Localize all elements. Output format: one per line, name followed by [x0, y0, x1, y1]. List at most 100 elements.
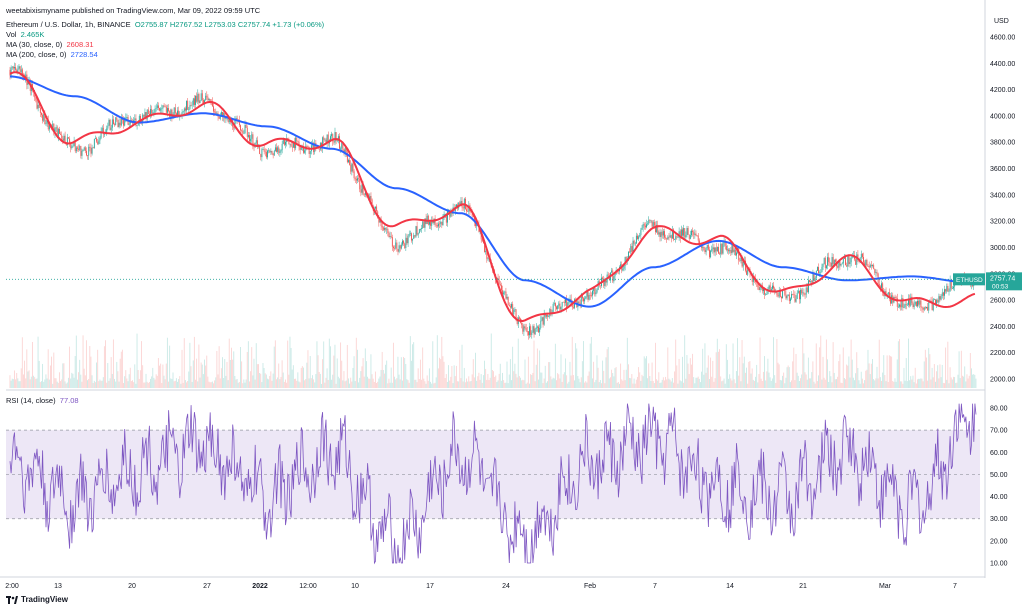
- candle-body: [431, 220, 433, 226]
- candle-body: [124, 118, 126, 126]
- candle-body: [680, 229, 682, 239]
- candle-body: [736, 252, 737, 256]
- volume-bar: [67, 377, 69, 388]
- candle-body: [404, 243, 406, 249]
- candle-body: [422, 221, 424, 229]
- candle-body: [81, 150, 83, 156]
- volume-bar: [877, 378, 879, 388]
- volume-bar: [343, 371, 345, 388]
- volume-bar: [162, 364, 164, 388]
- volume-bar: [663, 380, 665, 388]
- volume-bar: [376, 382, 378, 388]
- candle-body: [566, 298, 568, 308]
- candle-body: [68, 137, 69, 139]
- volume-bar: [933, 364, 935, 388]
- candle-body: [599, 285, 601, 287]
- volume-bar: [328, 338, 330, 388]
- symbol-legend[interactable]: Ethereum / U.S. Dollar, 1h, BINANCE O275…: [6, 20, 324, 30]
- candle-body: [951, 288, 953, 290]
- volume-bar: [395, 379, 397, 388]
- volume-bar: [94, 382, 96, 388]
- volume-bar: [235, 379, 237, 388]
- volume-bar: [425, 383, 427, 388]
- volume-bar: [593, 361, 595, 388]
- volume-bar: [401, 380, 403, 388]
- price-tick-label: 2200.00: [990, 350, 1015, 357]
- volume-bar: [617, 382, 619, 388]
- volume-bar: [722, 380, 724, 388]
- candle-body: [508, 304, 510, 307]
- volume-bar: [599, 380, 601, 388]
- candle-body: [482, 241, 484, 244]
- volume-bar: [183, 338, 185, 388]
- volume-bar: [547, 381, 548, 388]
- volume-bar: [160, 363, 162, 388]
- volume-bar: [904, 380, 906, 388]
- candle-body: [634, 243, 636, 245]
- volume-bar: [585, 381, 587, 388]
- candle-body: [614, 274, 616, 277]
- volume-bar: [432, 341, 434, 388]
- candle-body: [220, 112, 222, 115]
- volume-bar: [33, 375, 35, 388]
- candle-body: [702, 247, 704, 248]
- volume-bar: [242, 383, 244, 388]
- candle-body: [904, 304, 906, 308]
- candle-body: [20, 69, 22, 73]
- candle-body: [19, 66, 21, 73]
- candle-body: [846, 265, 848, 267]
- volume-bar: [463, 367, 465, 388]
- volume-legend[interactable]: Vol 2.465K: [6, 30, 44, 40]
- candle-body: [638, 236, 640, 239]
- tradingview-logo[interactable]: TradingView: [6, 595, 68, 604]
- volume-bar: [200, 362, 202, 388]
- candle-body: [323, 137, 325, 140]
- volume-bar: [259, 372, 261, 388]
- volume-bar: [545, 382, 547, 388]
- candle-body: [529, 326, 530, 336]
- volume-bar: [120, 351, 122, 388]
- volume-bar: [369, 378, 371, 388]
- volume-bar: [911, 379, 913, 388]
- volume-bar: [738, 375, 740, 388]
- volume-bar: [610, 377, 611, 388]
- volume-bar: [424, 381, 426, 388]
- volume-bar: [837, 376, 839, 388]
- volume-bar: [244, 382, 246, 388]
- volume-bar: [163, 375, 165, 388]
- volume-bar: [840, 382, 842, 388]
- candle-body: [73, 141, 75, 146]
- candle-body: [909, 298, 911, 306]
- candle-body: [851, 256, 853, 258]
- candle-body: [659, 232, 661, 238]
- rsi-legend[interactable]: RSI (14, close) 77.08: [6, 396, 79, 406]
- candle-body: [620, 264, 622, 267]
- volume-bar: [166, 337, 168, 388]
- volume-bar: [294, 378, 295, 388]
- candle-body: [72, 145, 74, 147]
- candle-body: [758, 286, 760, 291]
- candle-body: [922, 307, 924, 310]
- volume-bar: [810, 378, 812, 388]
- candle-body: [625, 256, 627, 261]
- volume-bar: [62, 363, 64, 388]
- volume-bar: [693, 377, 695, 388]
- volume-bar: [222, 357, 223, 388]
- candle-body: [409, 233, 411, 235]
- volume-bar: [551, 379, 553, 388]
- volume-bar: [761, 381, 763, 388]
- candle-body: [152, 112, 154, 114]
- ma30-legend[interactable]: MA (30, close, 0) 2608.31: [6, 40, 94, 50]
- candle-body: [136, 125, 138, 126]
- volume-bar: [165, 363, 167, 388]
- volume-bar: [137, 369, 139, 388]
- volume-bar: [561, 381, 563, 388]
- volume-bar: [743, 356, 745, 388]
- candle-body: [935, 299, 936, 306]
- candle-body: [265, 152, 267, 158]
- candle-body: [629, 251, 631, 253]
- volume-bar: [220, 368, 222, 388]
- volume-bar: [285, 379, 286, 388]
- ma200-legend[interactable]: MA (200, close, 0) 2728.54: [6, 50, 98, 60]
